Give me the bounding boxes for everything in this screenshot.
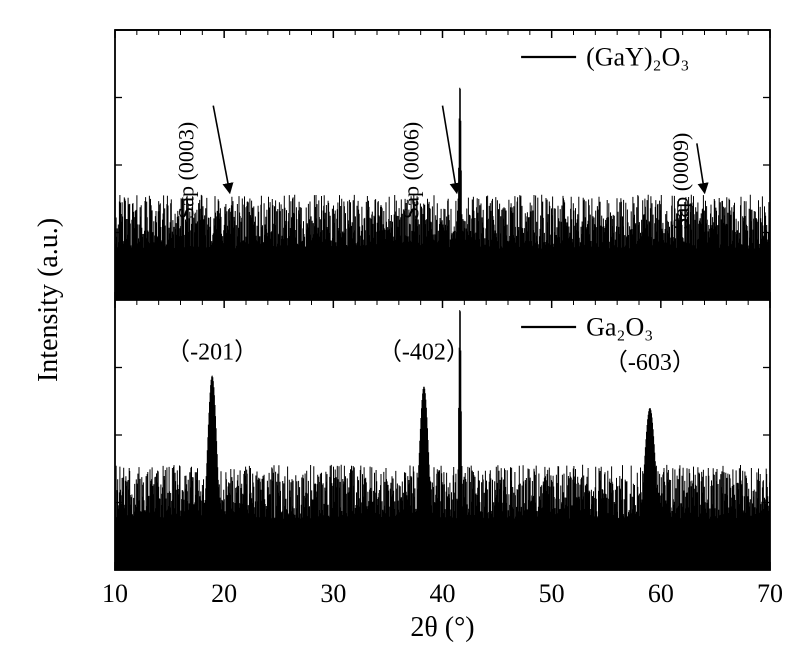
x-tick-label: 30: [320, 579, 346, 608]
peak-label-bottom-0: （-201）: [166, 339, 258, 365]
x-tick-label: 70: [757, 579, 783, 608]
xrd-svg: (GaY)₂O₃ Sap (0003) Sap (0006) Sap (0009) Ga…: [0, 0, 803, 654]
peak-label-bottom-2: （-603）: [604, 350, 696, 376]
y-axis-label: Intensity (a.u.): [33, 218, 64, 382]
xrd-figure: (GaY)₂O₃ Sap (0003) Sap (0006) Sap (0009) Ga…: [0, 0, 803, 654]
peak-label-top-2: Sap (0009): [668, 133, 693, 230]
x-tick-label: 60: [648, 579, 674, 608]
peak-label-top-1: Sap (0006): [398, 122, 423, 219]
x-tick-label: 40: [430, 579, 456, 608]
legend-label-top: (GaY)₂O₃: [586, 42, 689, 71]
peak-label-bottom-1: （-402）: [378, 339, 470, 365]
x-tick-label: 10: [102, 579, 128, 608]
x-axis-label: 2θ (°): [410, 612, 474, 643]
x-tick-label: 50: [539, 579, 565, 608]
peak-label-top-0: Sap (0003): [174, 122, 199, 219]
legend-label-bottom: Ga₂O₃: [586, 312, 653, 341]
x-tick-label: 20: [211, 579, 237, 608]
